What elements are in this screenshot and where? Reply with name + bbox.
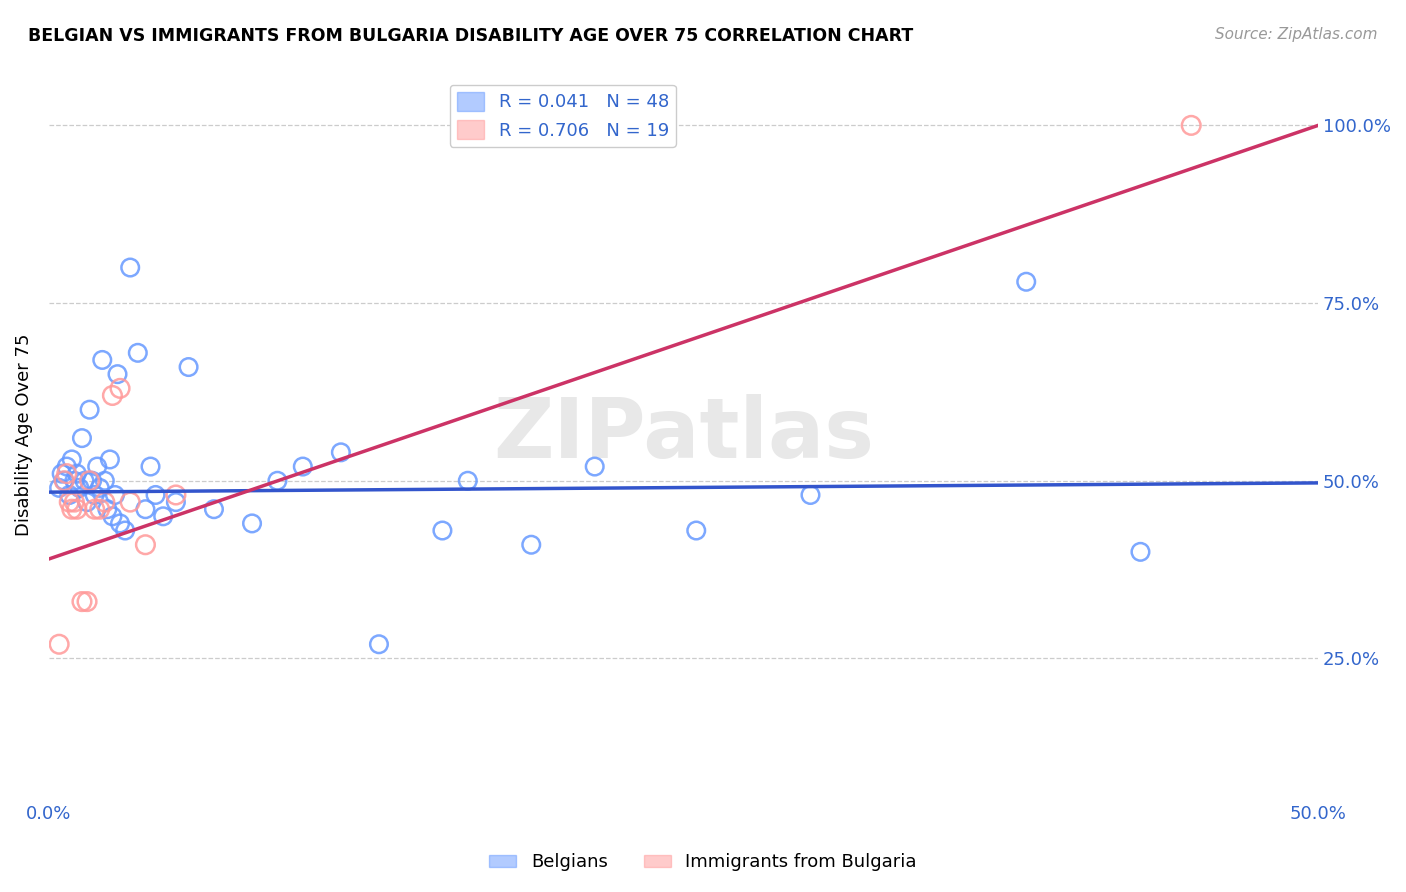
Point bbox=[83, 502, 105, 516]
Point bbox=[82, 474, 104, 488]
Point bbox=[114, 524, 136, 538]
Point bbox=[101, 388, 124, 402]
Point bbox=[108, 381, 131, 395]
Point bbox=[66, 502, 89, 516]
Point bbox=[48, 481, 70, 495]
Point bbox=[58, 495, 80, 509]
Point bbox=[120, 260, 142, 275]
Point bbox=[108, 516, 131, 531]
Point bbox=[79, 402, 101, 417]
Point bbox=[583, 459, 606, 474]
Point bbox=[83, 488, 105, 502]
Point bbox=[368, 637, 391, 651]
Point bbox=[266, 474, 288, 488]
Point bbox=[432, 524, 454, 538]
Point bbox=[291, 459, 314, 474]
Text: BELGIAN VS IMMIGRANTS FROM BULGARIA DISABILITY AGE OVER 75 CORRELATION CHART: BELGIAN VS IMMIGRANTS FROM BULGARIA DISA… bbox=[28, 27, 914, 45]
Point bbox=[127, 346, 149, 360]
Point bbox=[67, 481, 90, 495]
Point bbox=[94, 495, 117, 509]
Point bbox=[55, 459, 77, 474]
Legend: R = 0.041   N = 48, R = 0.706   N = 19: R = 0.041 N = 48, R = 0.706 N = 19 bbox=[450, 85, 676, 147]
Point bbox=[51, 467, 73, 481]
Point bbox=[202, 502, 225, 516]
Text: ZIPatlas: ZIPatlas bbox=[494, 394, 875, 475]
Point bbox=[1015, 275, 1038, 289]
Point bbox=[1180, 119, 1202, 133]
Point bbox=[73, 474, 96, 488]
Point bbox=[76, 495, 98, 509]
Point bbox=[152, 509, 174, 524]
Point bbox=[177, 359, 200, 374]
Point bbox=[799, 488, 821, 502]
Point bbox=[89, 502, 111, 516]
Point bbox=[457, 474, 479, 488]
Point bbox=[1129, 545, 1152, 559]
Point bbox=[120, 495, 142, 509]
Point bbox=[70, 431, 93, 445]
Y-axis label: Disability Age Over 75: Disability Age Over 75 bbox=[15, 334, 32, 536]
Point bbox=[94, 474, 117, 488]
Point bbox=[101, 509, 124, 524]
Point bbox=[91, 353, 114, 368]
Point bbox=[134, 538, 156, 552]
Point bbox=[240, 516, 263, 531]
Point bbox=[98, 452, 121, 467]
Point bbox=[96, 502, 118, 516]
Point bbox=[139, 459, 162, 474]
Point bbox=[63, 495, 86, 509]
Point bbox=[520, 538, 543, 552]
Point bbox=[107, 367, 129, 381]
Point bbox=[76, 594, 98, 608]
Point bbox=[134, 502, 156, 516]
Legend: Belgians, Immigrants from Bulgaria: Belgians, Immigrants from Bulgaria bbox=[482, 847, 924, 879]
Point bbox=[58, 488, 80, 502]
Point bbox=[165, 495, 187, 509]
Point bbox=[89, 481, 111, 495]
Point bbox=[55, 467, 77, 481]
Point bbox=[48, 637, 70, 651]
Point bbox=[165, 488, 187, 502]
Point bbox=[53, 474, 76, 488]
Point bbox=[63, 474, 86, 488]
Point bbox=[60, 452, 83, 467]
Point bbox=[685, 524, 707, 538]
Point bbox=[66, 467, 89, 481]
Point bbox=[104, 488, 127, 502]
Point bbox=[329, 445, 352, 459]
Point bbox=[70, 594, 93, 608]
Point bbox=[86, 459, 108, 474]
Point bbox=[53, 474, 76, 488]
Point bbox=[145, 488, 167, 502]
Point bbox=[60, 502, 83, 516]
Point bbox=[79, 474, 101, 488]
Text: Source: ZipAtlas.com: Source: ZipAtlas.com bbox=[1215, 27, 1378, 42]
